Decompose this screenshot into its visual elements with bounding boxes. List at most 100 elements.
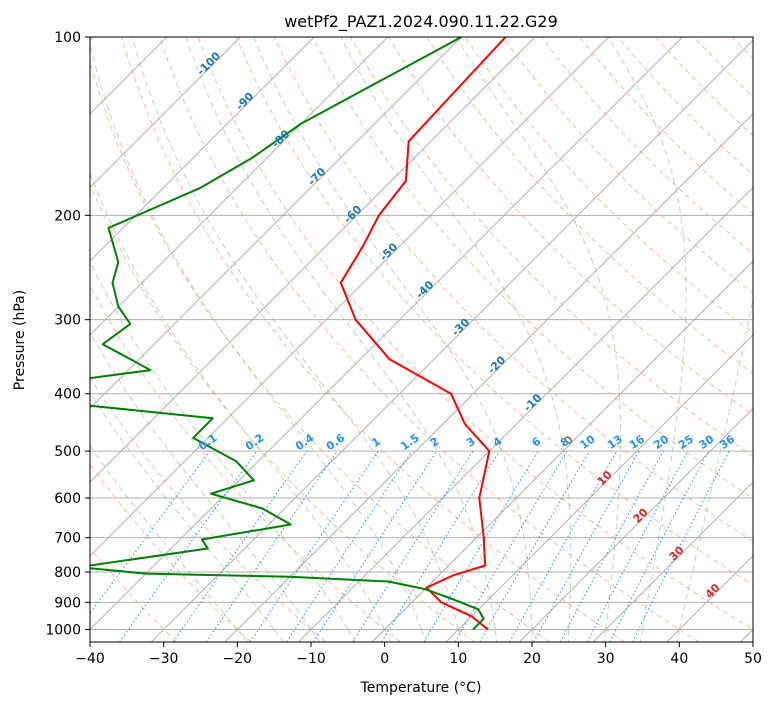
mixing-ratio-label: 13 <box>605 433 625 452</box>
dry-adiabat <box>197 37 753 630</box>
mixing-ratio-label: 0.2 <box>243 431 266 453</box>
isotherm-line <box>740 628 753 642</box>
x-tick-label: −20 <box>223 651 253 667</box>
dry-adiabat <box>90 376 327 642</box>
mixing-ratio-lines <box>90 450 730 642</box>
mixing-ratio-line <box>454 450 568 642</box>
moist-adiabat <box>90 42 422 630</box>
x-tick-label: −40 <box>75 651 105 667</box>
moist-adiabat <box>90 331 312 630</box>
moist-adiabat <box>236 629 248 642</box>
x-axis-label: Temperature (°C) <box>360 680 482 696</box>
isotherm-label: -80 <box>269 127 292 150</box>
moist-adiabat <box>494 629 498 642</box>
mixing-ratio-label: 20 <box>651 432 671 452</box>
moist-adiabat <box>455 37 622 630</box>
temperature-profile-line <box>339 37 507 631</box>
isotherm-label: -70 <box>305 165 328 188</box>
isotherm-label: 40 <box>703 581 723 601</box>
moist-adiabat <box>384 629 392 642</box>
isopleth-labels: 0.1 0.2 0.4 0.6 1 1.5 2 3 4 6 8 10 13 16 20 25 30 36-100-… <box>194 49 737 601</box>
y-tick-label: 600 <box>54 491 81 507</box>
isotherm-label: -40 <box>413 278 436 301</box>
mixing-ratio-label: 1.5 <box>398 431 421 453</box>
isotherm-line <box>519 407 753 642</box>
moist-adiabat <box>253 37 533 630</box>
mixing-ratio-label: 10 <box>578 432 598 452</box>
isotherm-line <box>90 37 683 631</box>
y-tick-label: 300 <box>54 313 81 329</box>
dry-adiabat <box>90 284 401 642</box>
moist-adiabat <box>567 629 570 642</box>
y-tick-label: 100 <box>54 30 81 46</box>
x-tick-label: −10 <box>296 651 326 667</box>
dry-adiabat <box>388 37 753 416</box>
dry-adiabat <box>464 37 753 334</box>
chart-title: wetPf2_PAZ1.2024.090.11.22.G29 <box>284 12 558 32</box>
moist-adiabat <box>90 260 349 630</box>
isotherm-line <box>90 37 610 557</box>
x-tick-label: 50 <box>744 651 762 667</box>
dry-adiabat <box>617 37 753 176</box>
adiabat-lines <box>90 37 775 642</box>
moist-adiabat <box>90 391 275 630</box>
mixing-ratio-label: 30 <box>696 432 716 452</box>
mixing-ratio-line <box>172 450 308 642</box>
mixing-ratio-label: 25 <box>676 433 696 452</box>
isotherm-line <box>90 37 241 189</box>
isotherm-label: -10 <box>521 391 544 414</box>
isotherm-label: -20 <box>485 353 508 376</box>
x-ticks: −40 −30 −20 −10 0 10 20 30 40 50 <box>75 642 762 667</box>
y-ticks: 100 200 300 400 500 600 700 800 900 1000 <box>45 30 90 638</box>
dry-adiabat <box>121 37 625 642</box>
dry-adiabat <box>235 37 753 586</box>
moist-adiabat <box>603 629 607 642</box>
moist-adiabat <box>678 296 753 630</box>
isotherm-line <box>90 37 462 410</box>
isotherm-label: -30 <box>449 316 472 339</box>
moist-adiabat <box>131 37 459 630</box>
isotherm-line <box>90 37 389 336</box>
dry-adiabat <box>273 37 753 543</box>
mixing-ratio-line <box>381 450 500 642</box>
dry-adiabat <box>90 182 476 642</box>
isotherm-label: -60 <box>341 203 364 226</box>
y-tick-label: 700 <box>54 531 81 547</box>
dry-adiabat <box>311 37 753 500</box>
x-tick-label: 20 <box>523 651 541 667</box>
moist-adiabat <box>340 37 572 630</box>
isotherm-label: -90 <box>233 89 256 112</box>
mixing-ratio-line <box>479 450 591 642</box>
y-tick-label: 800 <box>54 565 81 581</box>
x-tick-label: 10 <box>449 651 467 667</box>
grid-lines <box>90 37 753 642</box>
mixing-ratio-label: 6 <box>529 435 543 450</box>
moist-adiabat <box>185 37 496 630</box>
dry-adiabat <box>159 37 700 642</box>
isotherm-line <box>224 113 753 642</box>
mixing-ratio-line <box>632 450 730 642</box>
dry-adiabat <box>90 463 252 642</box>
isotherm-label: -100 <box>194 49 223 78</box>
dry-adiabat <box>693 37 753 98</box>
y-tick-label: 1000 <box>45 622 81 638</box>
mixing-ratio-line <box>352 450 474 642</box>
mixing-ratio-line <box>313 450 438 642</box>
moist-adiabat <box>347 629 356 642</box>
moist-adiabat <box>607 37 687 630</box>
y-tick-label: 200 <box>54 208 81 224</box>
mixing-ratio-line <box>249 450 379 642</box>
isotherm-label: 10 <box>595 468 615 488</box>
moist-adiabat <box>639 629 643 642</box>
dry-adiabat <box>90 60 551 642</box>
isotherm-line <box>90 37 536 483</box>
dry-adiabat <box>770 37 775 642</box>
isotherm-line <box>90 37 315 262</box>
dry-adiabat <box>502 37 753 294</box>
dry-adiabat <box>541 37 753 254</box>
x-tick-label: 40 <box>670 651 688 667</box>
moist-adiabat <box>676 629 680 642</box>
y-tick-label: 500 <box>54 444 81 460</box>
profile-series <box>90 37 507 631</box>
